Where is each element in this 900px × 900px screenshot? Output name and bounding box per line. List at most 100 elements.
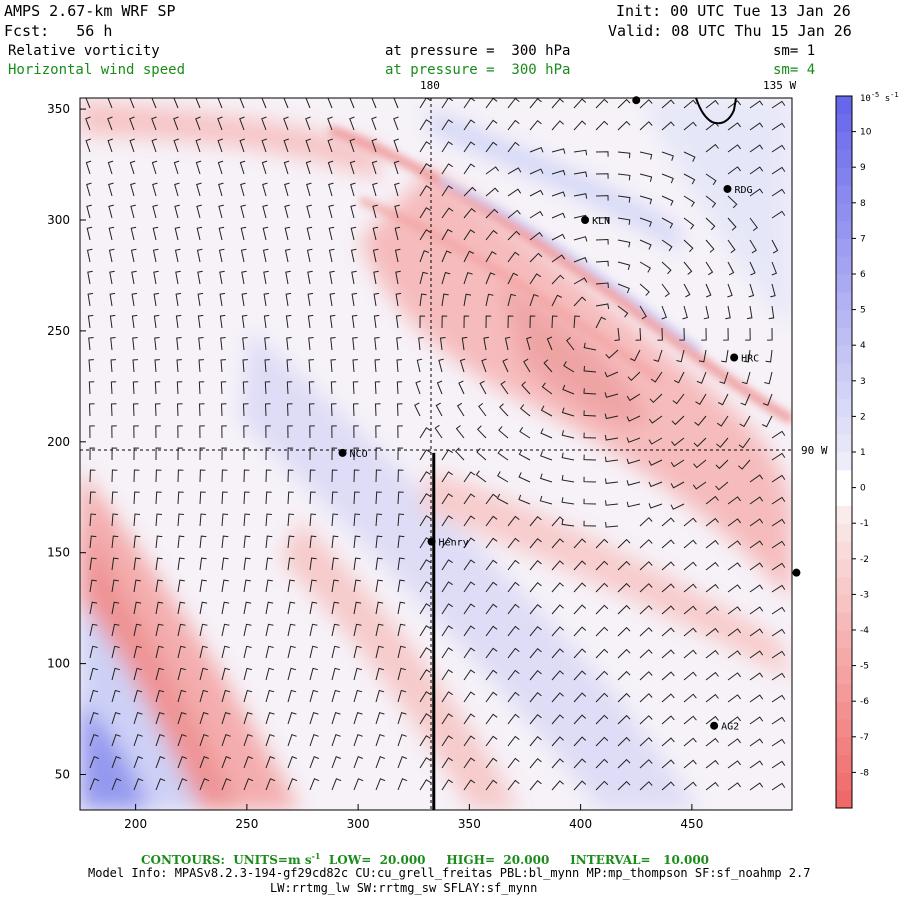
wind-barb xyxy=(261,160,268,175)
wind-barb xyxy=(331,535,339,549)
wind-barb xyxy=(561,430,575,439)
wind-barb xyxy=(551,692,564,703)
wind-barb xyxy=(441,735,453,747)
wind-barb xyxy=(738,437,751,449)
wind-barb xyxy=(287,667,297,681)
wind-barb xyxy=(463,293,472,307)
wind-barb xyxy=(683,239,694,253)
wind-barb xyxy=(507,779,520,791)
wind-barb xyxy=(155,689,165,703)
wind-barb xyxy=(529,98,542,109)
wind-barb xyxy=(353,601,362,615)
wind-barb xyxy=(397,667,407,681)
station-label-rdg: RDG xyxy=(734,185,752,196)
wind-barb xyxy=(573,626,587,637)
wind-barb xyxy=(499,403,509,417)
wind-barb xyxy=(463,163,476,175)
wind-barb xyxy=(721,349,729,363)
wind-barb xyxy=(455,425,465,439)
wind-barb xyxy=(529,119,542,131)
wind-barb xyxy=(199,733,209,747)
colorbar-cell xyxy=(836,594,852,613)
wind-barb xyxy=(485,187,499,197)
wind-barb xyxy=(771,122,786,131)
wind-barb xyxy=(416,358,423,373)
wind-barb xyxy=(573,193,588,199)
wind-barb xyxy=(543,359,553,373)
wind-barb xyxy=(441,293,449,307)
wind-barb xyxy=(463,471,476,483)
wind-barb xyxy=(671,437,685,447)
wind-barb xyxy=(441,603,453,615)
station-marker-hrc xyxy=(730,353,739,362)
wind-barb xyxy=(243,469,250,483)
wind-barb xyxy=(352,359,358,373)
wind-barb xyxy=(89,535,97,549)
wind-barb xyxy=(241,314,248,329)
wind-barb xyxy=(727,496,741,505)
wind-barb xyxy=(175,314,182,329)
wind-barb xyxy=(507,251,520,263)
wind-barb xyxy=(305,138,311,153)
wind-barb xyxy=(265,711,275,725)
wind-barb xyxy=(485,603,498,615)
wind-barb xyxy=(309,535,317,549)
wind-barb xyxy=(328,248,335,263)
wind-barb xyxy=(152,248,159,263)
wind-barb xyxy=(683,217,695,230)
wind-barb xyxy=(286,337,292,351)
wind-barb xyxy=(195,98,201,109)
wind-barb xyxy=(220,359,226,373)
wind-barb xyxy=(727,540,741,549)
wind-barb xyxy=(196,204,202,219)
wind-barb xyxy=(177,733,187,747)
wind-barb xyxy=(705,539,719,549)
wind-barb xyxy=(419,669,431,681)
wind-barbs xyxy=(85,98,786,791)
wind-barb xyxy=(551,758,564,769)
wind-barb xyxy=(371,160,378,175)
wind-barb xyxy=(199,535,207,549)
wind-barb xyxy=(309,778,320,791)
wind-barb xyxy=(330,337,336,351)
wind-barb xyxy=(375,513,383,527)
wind-barb xyxy=(195,138,201,153)
wind-barb xyxy=(583,388,597,395)
wind-barb xyxy=(219,270,225,285)
wind-barb xyxy=(441,493,453,505)
init-time: Init: 00 UTC Tue 13 Jan 26 xyxy=(616,2,851,20)
colorbar-label: -2 xyxy=(860,555,869,565)
wind-barb xyxy=(583,454,597,461)
wind-barb xyxy=(485,581,498,593)
wind-barb xyxy=(373,314,380,329)
wind-barb xyxy=(604,456,619,463)
wind-barb xyxy=(771,474,786,483)
wind-barb xyxy=(740,393,751,406)
wind-barb xyxy=(287,557,295,571)
wind-barb xyxy=(174,182,180,197)
wind-barb xyxy=(551,670,564,681)
wind-barb xyxy=(573,538,587,549)
wind-barb xyxy=(353,557,361,571)
wind-barb xyxy=(372,182,378,197)
meridian-label-90w: 90 W xyxy=(801,444,828,457)
wind-barb xyxy=(110,337,116,351)
wind-barb xyxy=(463,515,476,527)
wind-barb xyxy=(218,226,225,241)
wind-barb xyxy=(240,248,247,263)
wind-barb xyxy=(107,160,114,175)
wind-barb xyxy=(349,116,355,131)
wind-barb xyxy=(561,497,575,505)
wind-barb xyxy=(485,166,500,175)
wind-barb xyxy=(583,410,597,417)
wind-barb xyxy=(551,516,564,527)
wind-barb xyxy=(670,503,685,510)
wind-barb xyxy=(739,415,751,428)
wind-barb xyxy=(749,540,764,549)
wind-barb xyxy=(617,560,631,571)
wind-barb xyxy=(287,623,296,637)
colorbar-label: 2 xyxy=(860,412,866,422)
colorbar-cell xyxy=(836,167,852,186)
wind-barb xyxy=(639,173,653,182)
